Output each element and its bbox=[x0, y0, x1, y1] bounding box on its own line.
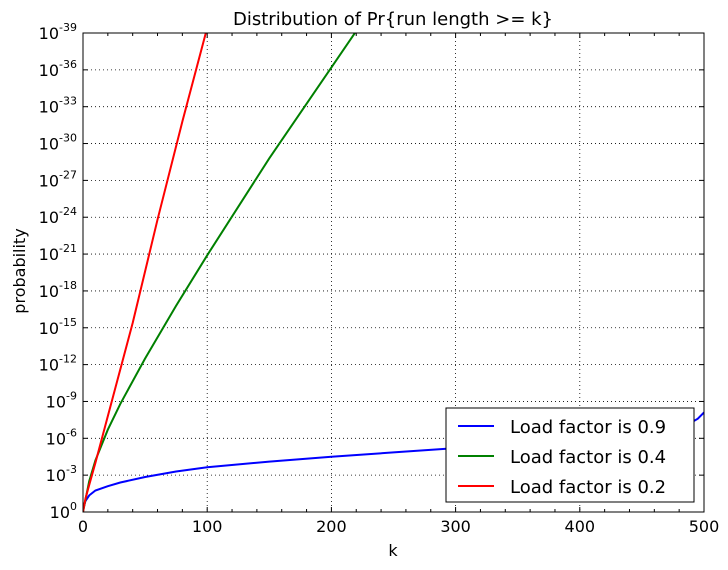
x-tick-label: 100 bbox=[192, 517, 223, 536]
y-tick-exponent: -12 bbox=[59, 353, 77, 366]
y-tick-base: 10 bbox=[46, 392, 66, 411]
y-tick-base: 10 bbox=[39, 135, 59, 154]
y-tick-exponent: -15 bbox=[59, 316, 77, 329]
y-tick-label: 10-30 bbox=[39, 132, 77, 154]
y-tick-base: 10 bbox=[39, 171, 59, 190]
y-tick-exponent: 0 bbox=[70, 500, 77, 513]
y-tick-exponent: -24 bbox=[59, 205, 77, 218]
y-tick-exponent: -27 bbox=[59, 168, 77, 181]
y-tick-label: 10-36 bbox=[39, 58, 77, 80]
x-tick-label: 500 bbox=[689, 517, 720, 536]
y-tick-label: 10-15 bbox=[39, 316, 77, 338]
x-tick-label: 0 bbox=[78, 517, 88, 536]
x-tick-label: 400 bbox=[565, 517, 596, 536]
y-tick-exponent: -30 bbox=[59, 132, 77, 145]
y-tick-exponent: -6 bbox=[66, 426, 77, 439]
y-tick-base: 10 bbox=[39, 282, 59, 301]
y-tick-base: 10 bbox=[39, 208, 59, 227]
y-tick-base: 10 bbox=[39, 61, 59, 80]
y-tick-label: 10-24 bbox=[39, 205, 77, 227]
y-tick-label: 10-18 bbox=[39, 279, 77, 301]
x-tick-label: 200 bbox=[316, 517, 347, 536]
series-line-3 bbox=[83, 33, 207, 512]
x-axis-label: k bbox=[388, 541, 398, 560]
y-tick-base: 10 bbox=[39, 24, 59, 43]
axis-ticks: 0 100 200 300 400 50010010-310-610-910-1210-1… bbox=[39, 21, 720, 536]
legend: Load factor is 0.9 Load factor is 0.4 Load… bbox=[445, 407, 695, 503]
y-tick-base: 10 bbox=[39, 245, 59, 264]
y-tick-exponent: -3 bbox=[66, 463, 77, 476]
y-tick-exponent: -33 bbox=[59, 95, 77, 108]
y-axis-label: probability bbox=[10, 228, 29, 313]
y-tick-label: 10-12 bbox=[39, 353, 77, 375]
y-tick-label: 10-21 bbox=[39, 242, 77, 264]
legend-label: Load factor is 0.2 bbox=[510, 477, 666, 498]
y-tick-base: 10 bbox=[39, 98, 59, 117]
y-tick-exponent: -9 bbox=[66, 389, 77, 402]
y-tick-label: 10-39 bbox=[39, 21, 77, 43]
y-tick-base: 10 bbox=[39, 356, 59, 375]
y-tick-label: 10-33 bbox=[39, 95, 77, 117]
x-tick-label: 300 bbox=[440, 517, 471, 536]
y-tick-exponent: -21 bbox=[59, 242, 77, 255]
y-tick-base: 10 bbox=[39, 319, 59, 338]
plot-frame bbox=[82, 32, 705, 513]
y-tick-base: 10 bbox=[46, 429, 66, 448]
y-tick-exponent: -18 bbox=[59, 279, 77, 292]
y-tick-base: 10 bbox=[46, 466, 66, 485]
legend-label: Load factor is 0.9 bbox=[510, 417, 666, 438]
y-tick-exponent: -39 bbox=[59, 21, 77, 34]
y-tick-label: 10-9 bbox=[46, 389, 77, 411]
y-tick-base: 10 bbox=[50, 503, 70, 522]
chart-title: Distribution of Pr{run length >= k} bbox=[233, 9, 553, 30]
y-tick-exponent: -36 bbox=[59, 58, 77, 71]
y-tick-label: 10-6 bbox=[46, 426, 77, 448]
legend-label: Load factor is 0.4 bbox=[510, 447, 666, 468]
y-tick-label: 10-3 bbox=[46, 463, 77, 485]
y-tick-label: 10-27 bbox=[39, 168, 77, 190]
series-line-2 bbox=[83, 33, 357, 512]
y-tick-label: 100 bbox=[50, 500, 77, 522]
